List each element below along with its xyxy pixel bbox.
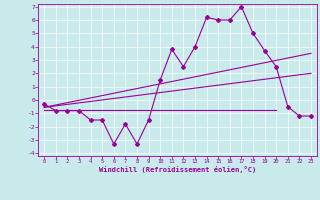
X-axis label: Windchill (Refroidissement éolien,°C): Windchill (Refroidissement éolien,°C) — [99, 166, 256, 173]
